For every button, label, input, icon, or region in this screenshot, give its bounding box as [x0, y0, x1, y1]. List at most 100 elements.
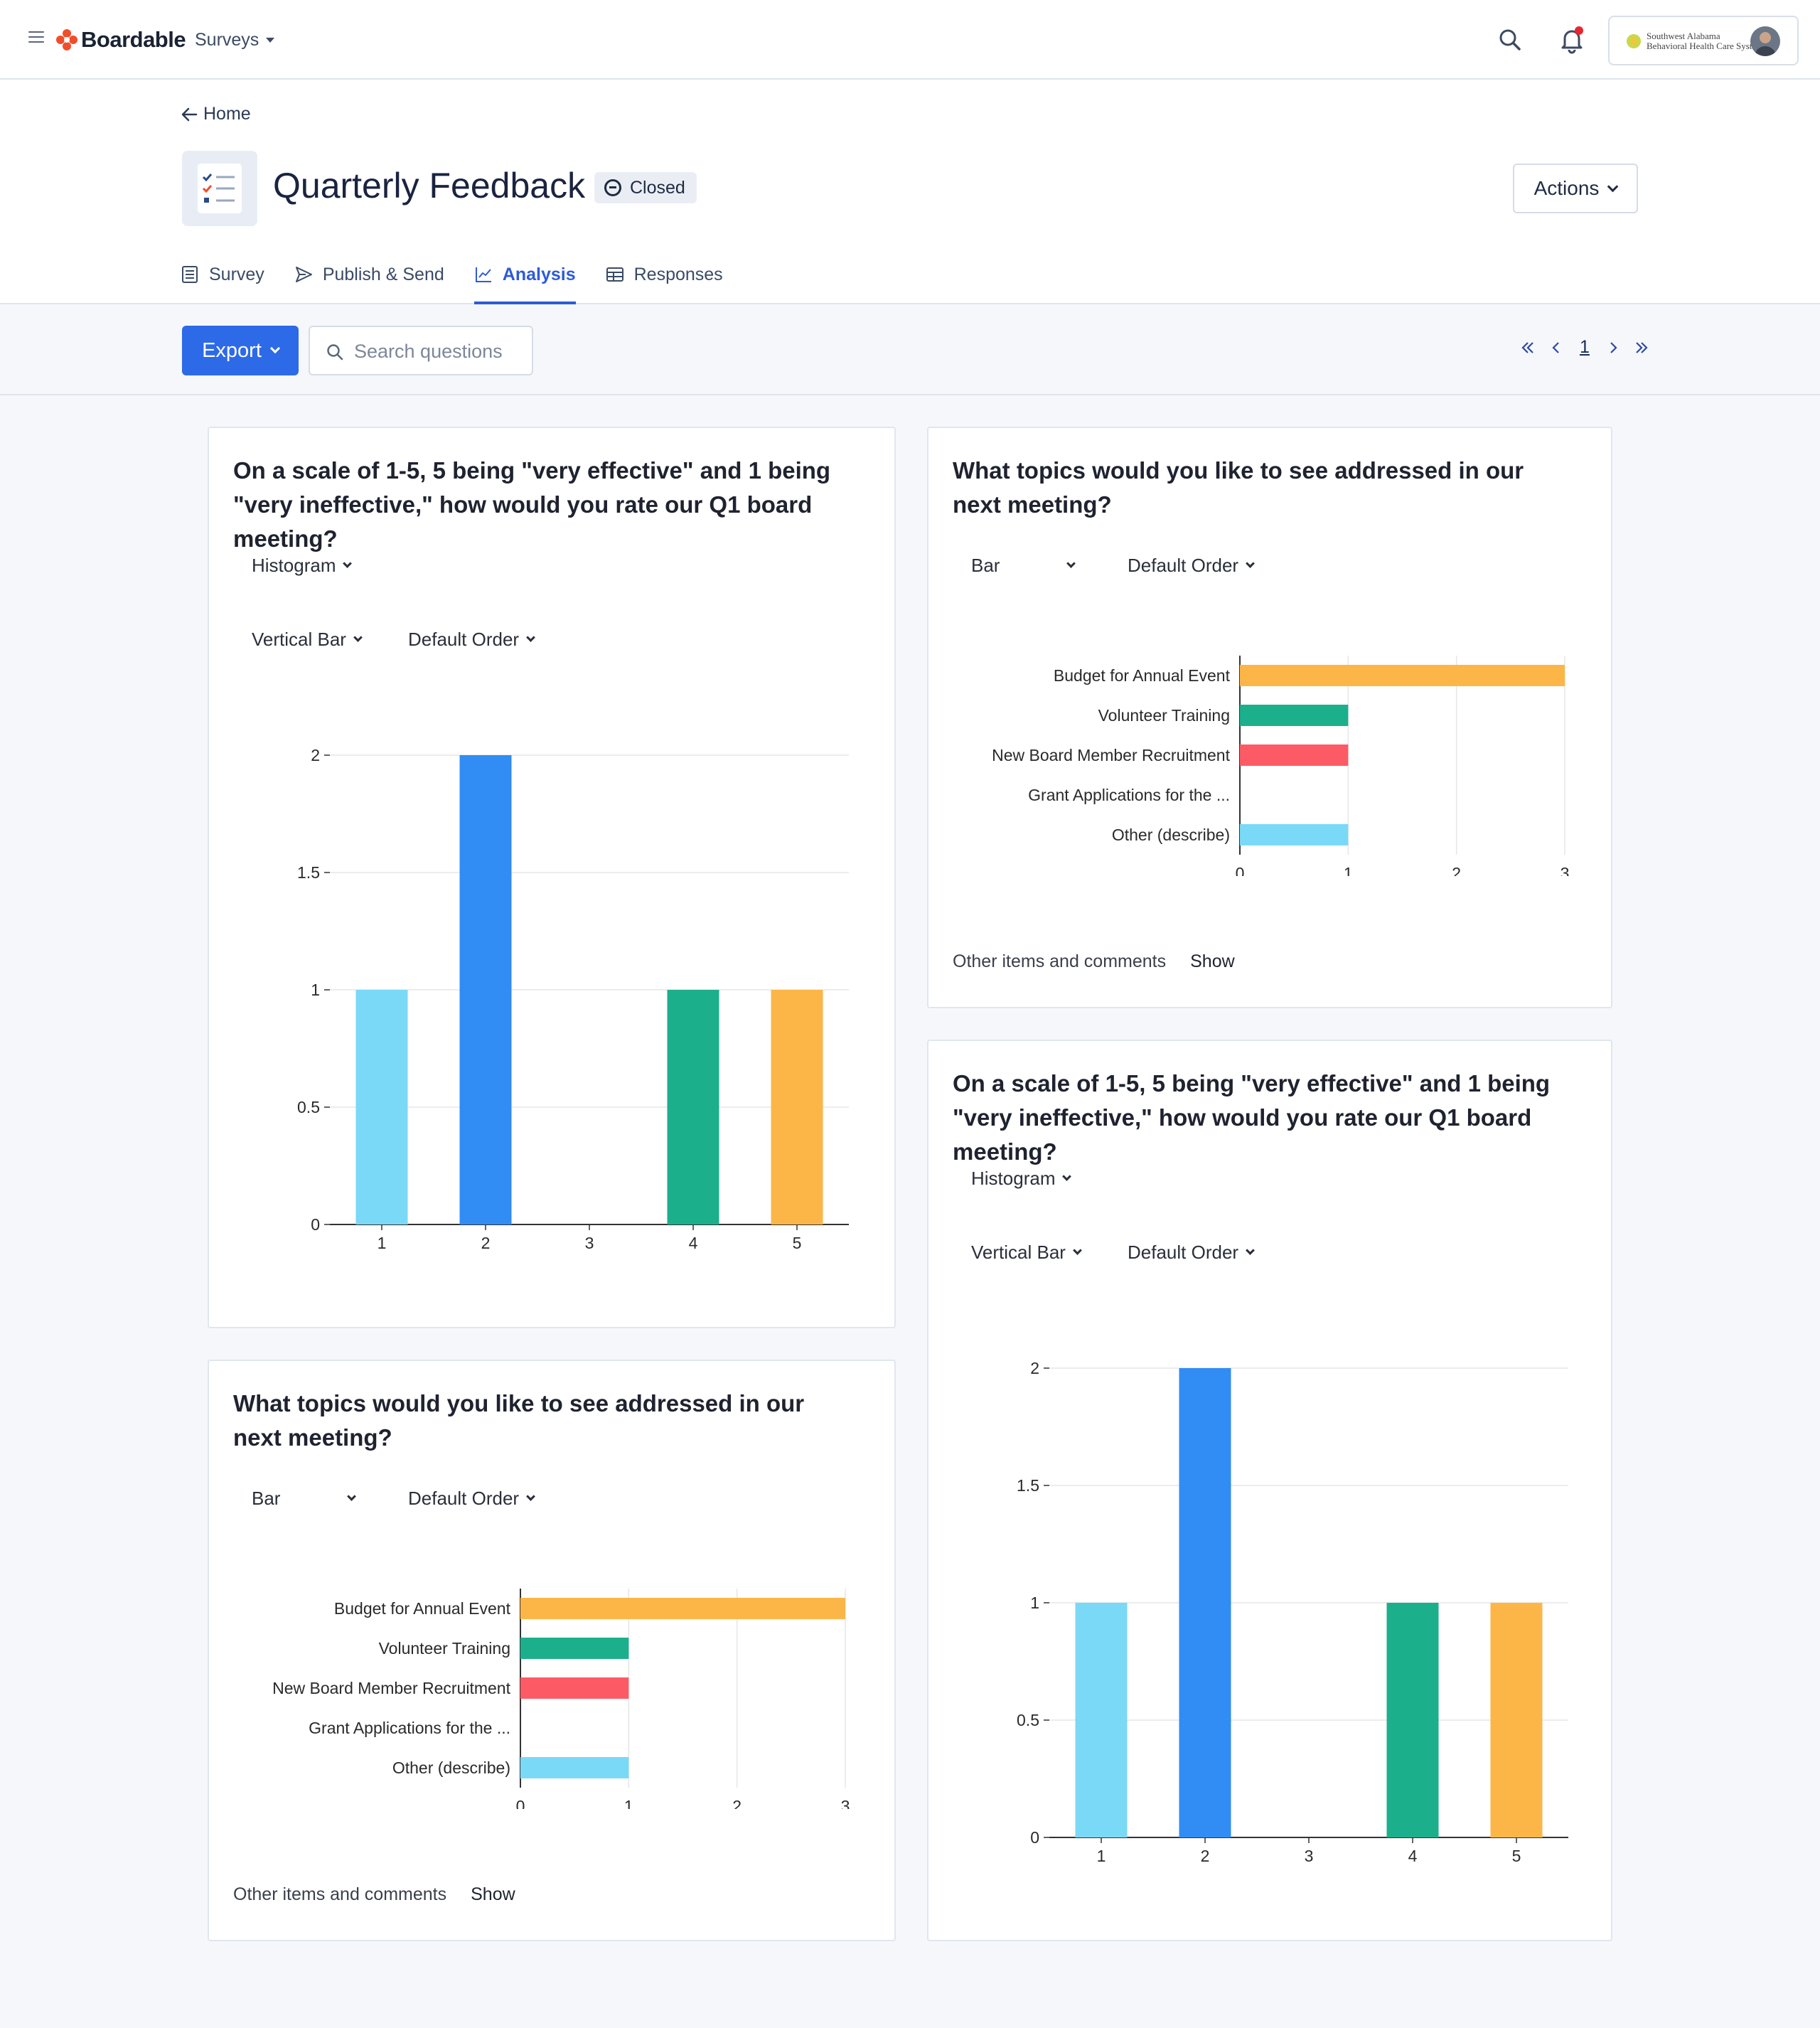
back-link[interactable]: Home — [181, 104, 251, 124]
next-page-icon[interactable] — [1605, 340, 1621, 356]
x-tick-label: 3 — [585, 1234, 594, 1252]
page-title: Quarterly Feedback — [273, 166, 586, 206]
tab-bar: Survey Publish & Send Analysis Responses — [181, 262, 723, 304]
line-chart-icon — [475, 267, 491, 282]
bar — [459, 755, 512, 1224]
first-page-icon[interactable] — [1520, 340, 1536, 356]
search-icon[interactable] — [1497, 27, 1523, 53]
x-tick-label: 3 — [1305, 1847, 1314, 1865]
chart-view-select-label: Histogram — [252, 555, 336, 576]
question-title: What topics would you like to see addres… — [233, 1390, 805, 1451]
tab-responses[interactable]: Responses — [606, 262, 723, 304]
chart-view-select[interactable]: Histogram — [252, 555, 353, 577]
caret-down-icon — [266, 38, 275, 43]
other-items-row: Other items and comments Show — [233, 1884, 515, 1905]
show-comments-button[interactable]: Show — [1190, 951, 1235, 971]
x-tick-label: 2 — [1201, 1847, 1210, 1865]
chevron-down-icon — [1066, 559, 1076, 568]
actions-button[interactable]: Actions — [1513, 164, 1638, 213]
checklist-icon — [202, 174, 235, 203]
question-card-topics: What topics would you like to see addres… — [927, 427, 1612, 1008]
chevron-down-icon — [1246, 1246, 1255, 1255]
avatar[interactable] — [1750, 26, 1780, 56]
organization-switcher[interactable]: Southwest Alabama Behavioral Health Care… — [1608, 16, 1799, 65]
x-tick-label: 1 — [378, 1234, 387, 1252]
last-page-icon[interactable] — [1634, 340, 1649, 356]
status-badge: Closed — [594, 172, 697, 203]
bar — [1075, 1603, 1128, 1837]
chevron-down-icon — [1607, 181, 1619, 192]
search-questions-input[interactable] — [354, 334, 525, 368]
y-category-label: Budget for Annual Event — [334, 1599, 511, 1618]
search-icon — [327, 344, 343, 361]
organization-name-line1: Southwest Alabama — [1647, 31, 1720, 41]
x-tick-label: 2 — [732, 1797, 742, 1809]
tab-analysis-label: Analysis — [502, 265, 576, 284]
app-switcher[interactable]: Surveys — [195, 30, 275, 50]
search-questions-field[interactable] — [309, 326, 533, 375]
bar — [520, 1598, 845, 1619]
organization-name-line2: Behavioral Health Care Systems — [1647, 41, 1767, 51]
chevron-down-icon — [526, 1492, 535, 1501]
x-tick-label: 1 — [1097, 1847, 1106, 1865]
chevron-down-icon — [1246, 559, 1255, 568]
tab-responses-label: Responses — [633, 265, 723, 284]
chart-view-select[interactable]: Histogram — [971, 1168, 1072, 1190]
y-category-label: Grant Applications for the ... — [309, 1719, 510, 1737]
export-button[interactable]: Export — [182, 326, 299, 375]
orientation-select[interactable]: Vertical Bar — [252, 629, 363, 651]
notification-bell-icon[interactable] — [1558, 26, 1585, 54]
tab-analysis[interactable]: Analysis — [473, 262, 576, 304]
bar — [1240, 824, 1349, 845]
chart-view-select[interactable]: Bar — [252, 1488, 357, 1510]
show-comments-button[interactable]: Show — [471, 1884, 515, 1904]
x-tick-label: 3 — [1561, 864, 1570, 876]
arrow-left-icon — [181, 107, 198, 121]
app-switcher-label: Surveys — [195, 30, 259, 50]
rating-histogram-chart: 0 0.5 1 1.5 2 1 2 3 4 5 — [297, 746, 849, 1252]
other-items-row: Other items and comments Show — [953, 951, 1235, 972]
organization-logo-icon — [1627, 34, 1641, 48]
chevron-down-icon — [347, 1492, 357, 1501]
chart-view-select[interactable]: Bar — [971, 555, 1076, 577]
chevron-down-icon — [1062, 1172, 1072, 1181]
y-tick-label: 0 — [311, 1215, 320, 1234]
hamburger-menu-icon[interactable] — [28, 31, 44, 44]
orientation-select-label: Vertical Bar — [971, 1242, 1066, 1263]
y-category-label: Volunteer Training — [1098, 706, 1230, 725]
chart-view-select-label: Bar — [971, 555, 1000, 576]
y-category-label: Other (describe) — [1112, 826, 1230, 844]
organization-name: Southwest Alabama Behavioral Health Care… — [1647, 31, 1767, 51]
order-select[interactable]: Default Order — [1128, 1242, 1255, 1264]
chart-view-select-label: Histogram — [971, 1168, 1056, 1189]
order-select-label: Default Order — [408, 629, 520, 650]
y-tick-label: 0 — [1030, 1828, 1039, 1847]
x-tick-label: 2 — [481, 1234, 491, 1252]
bar — [1240, 665, 1565, 686]
orientation-select[interactable]: Vertical Bar — [971, 1242, 1082, 1264]
question-title: On a scale of 1-5, 5 being "very effecti… — [953, 1070, 1551, 1165]
y-category-label: Budget for Annual Event — [1054, 666, 1231, 685]
order-select[interactable]: Default Order — [1128, 555, 1255, 577]
pagination: 1 — [1520, 337, 1649, 358]
order-select-label: Default Order — [408, 1488, 520, 1509]
export-button-label: Export — [202, 338, 262, 362]
topics-bar-chart: 0 1 2 3 Budget for Annual Event Volunteer Tra… — [272, 1589, 850, 1809]
survey-icon — [182, 151, 257, 226]
previous-page-icon[interactable] — [1548, 340, 1564, 356]
rating-histogram-chart: 0 0.5 1 1.5 2 1 2 3 4 5 — [1017, 1359, 1568, 1865]
order-select[interactable]: Default Order — [408, 1488, 535, 1510]
brand-name[interactable]: Boardable — [81, 27, 186, 52]
page-header: Home Quarterly Feedback Closed Actions — [0, 80, 1820, 304]
tab-survey[interactable]: Survey — [181, 262, 264, 304]
current-page-number[interactable]: 1 — [1580, 337, 1590, 357]
order-select[interactable]: Default Order — [408, 629, 535, 651]
order-select-label: Default Order — [1128, 1242, 1239, 1263]
bar — [1240, 705, 1349, 726]
bar — [520, 1638, 629, 1659]
send-icon — [295, 267, 312, 282]
status-badge-label: Closed — [630, 177, 685, 198]
chevron-down-icon — [353, 633, 363, 642]
tab-publish-send[interactable]: Publish & Send — [294, 262, 444, 304]
question-card-rating: On a scale of 1-5, 5 being "very effecti… — [927, 1040, 1612, 1941]
